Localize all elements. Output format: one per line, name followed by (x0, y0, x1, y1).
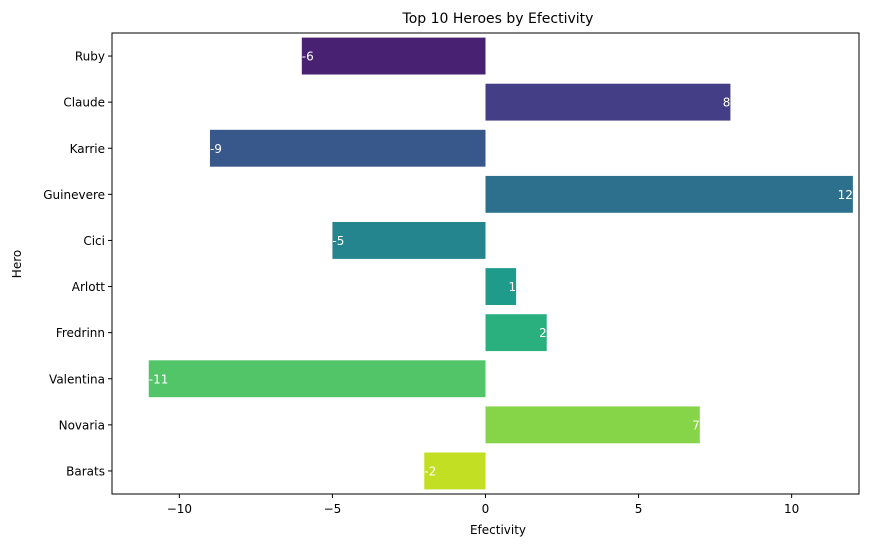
data-label-claude: 8 (723, 96, 731, 110)
data-label-ruby: -6 (302, 50, 314, 64)
bar-karrie (209, 129, 486, 167)
x-axis-ticks: −10 −5 0 5 10 (167, 494, 799, 516)
bar-ruby (301, 37, 486, 75)
bar-fredrinn (485, 314, 547, 352)
plot-frame (111, 32, 860, 495)
data-labels-layer: -68-912-512-117-2 (149, 50, 853, 479)
data-label-arlott: 1 (508, 280, 516, 294)
y-tick-label-valentina: Valentina (49, 372, 105, 386)
data-label-fredrinn: 2 (539, 326, 547, 340)
bar-barats (424, 452, 486, 490)
x-axis-title: Efectivity (470, 523, 526, 537)
y-tick-label-arlott: Arlott (72, 280, 106, 294)
data-label-novaria: 7 (692, 418, 700, 432)
y-tick-label-ruby: Ruby (75, 50, 105, 64)
bars-layer (148, 37, 853, 490)
bar-cici (332, 222, 486, 259)
x-tick-label: 10 (784, 502, 799, 516)
data-label-valentina: -11 (149, 372, 169, 386)
bar-claude (485, 83, 731, 121)
x-tick-label: −5 (324, 502, 342, 516)
data-label-cici: -5 (332, 234, 344, 248)
x-tick-label: 0 (482, 502, 490, 516)
data-label-barats: -2 (424, 464, 436, 478)
x-tick-label: 5 (635, 502, 643, 516)
y-tick-label-fredrinn: Fredrinn (56, 326, 105, 340)
y-tick-label-karrie: Karrie (70, 142, 105, 156)
x-tick-label: −10 (167, 502, 192, 516)
bar-valentina (148, 360, 486, 398)
data-label-guinevere: 12 (838, 188, 853, 202)
y-tick-label-novaria: Novaria (59, 418, 105, 432)
y-axis-title: Hero (10, 250, 24, 278)
chart-title: Top 10 Heroes by Efectivity (402, 11, 594, 27)
y-tick-label-cici: Cici (83, 234, 105, 248)
y-tick-label-claude: Claude (63, 96, 105, 110)
y-tick-label-barats: Barats (66, 464, 105, 478)
bar-arlott (485, 268, 517, 305)
bar-guinevere (485, 175, 853, 213)
y-tick-label-guinevere: Guinevere (43, 188, 105, 202)
y-axis-ticks: Ruby Claude Karrie Guinevere Cici Arlott Fredr… (43, 50, 112, 478)
bar-novaria (485, 406, 700, 444)
data-label-karrie: -9 (210, 142, 222, 156)
